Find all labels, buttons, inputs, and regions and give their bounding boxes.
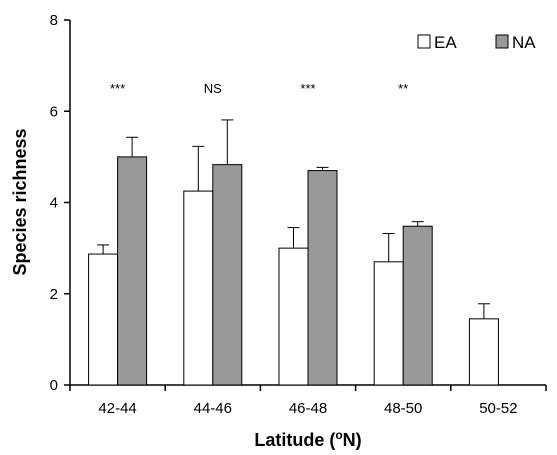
y-axis-title: Species richness bbox=[10, 128, 30, 275]
x-tick-label: 46-48 bbox=[289, 400, 327, 417]
legend-swatch-ea bbox=[417, 34, 431, 49]
legend-label-ea: EA bbox=[434, 33, 457, 52]
bar-ea bbox=[373, 261, 404, 386]
bar-ea bbox=[88, 253, 119, 386]
x-tick-label: 44-46 bbox=[194, 400, 232, 417]
significance-label: *** bbox=[300, 81, 315, 96]
x-axis-title-degree: o bbox=[335, 428, 342, 442]
bar-ea bbox=[468, 318, 499, 386]
legend: EA NA bbox=[417, 33, 536, 52]
significance-label: *** bbox=[110, 81, 125, 96]
y-tick-label: 2 bbox=[50, 286, 58, 303]
significance-label: NS bbox=[204, 81, 222, 96]
error-bars bbox=[97, 119, 490, 319]
x-axis-title-suffix: N) bbox=[343, 430, 362, 450]
y-tick-label: 0 bbox=[50, 377, 58, 394]
bar-na bbox=[212, 164, 243, 386]
x-ticks: 42-44 44-46 46-48 48-50 50-52 bbox=[69, 385, 547, 417]
y-tick-label: 4 bbox=[50, 195, 58, 212]
legend-label-na: NA bbox=[512, 33, 536, 52]
bars bbox=[88, 156, 499, 386]
bar-na bbox=[117, 156, 148, 386]
y-tick-label: 8 bbox=[50, 12, 58, 29]
x-tick-label: 50-52 bbox=[479, 400, 517, 417]
legend-swatch-na bbox=[495, 34, 509, 49]
x-tick-label: 42-44 bbox=[98, 400, 136, 417]
x-axis-title: Latitude (oN) bbox=[254, 428, 361, 450]
bar-ea bbox=[183, 190, 214, 386]
y-tick-label: 6 bbox=[50, 103, 58, 120]
significance-label: ** bbox=[398, 81, 408, 96]
x-tick-label: 48-50 bbox=[384, 400, 422, 417]
significance-labels: *** NS *** ** bbox=[110, 81, 408, 96]
bar-na bbox=[402, 225, 433, 386]
bar-ea bbox=[278, 247, 309, 386]
y-ticks: 0 2 4 6 8 bbox=[50, 12, 70, 394]
bar-na bbox=[307, 170, 338, 386]
x-axis-title-main: Latitude ( bbox=[254, 430, 335, 450]
